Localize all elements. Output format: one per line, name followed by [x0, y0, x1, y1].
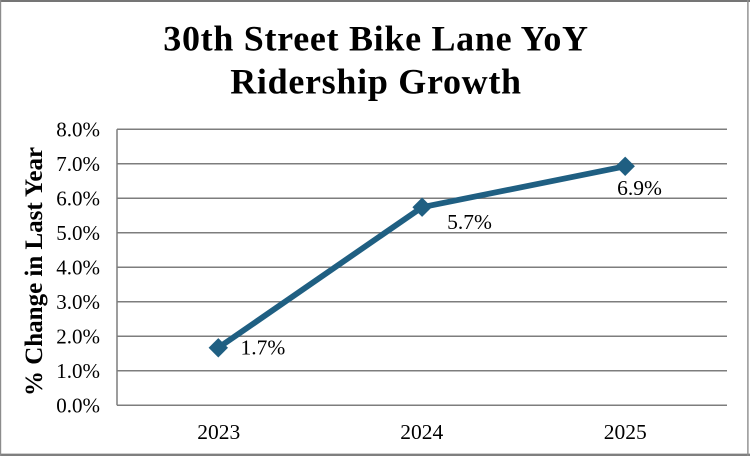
svg-text:2025: 2025	[604, 420, 647, 444]
svg-text:30th Street Bike Lane YoY: 30th Street Bike Lane YoY	[163, 19, 589, 59]
svg-text:2023: 2023	[197, 420, 240, 444]
svg-text:0.0%: 0.0%	[56, 393, 100, 417]
svg-text:4.0%: 4.0%	[56, 255, 100, 279]
svg-text:Ridership Growth: Ridership Growth	[230, 62, 522, 102]
svg-text:8.0%: 8.0%	[56, 117, 100, 141]
svg-text:6.9%: 6.9%	[617, 176, 662, 200]
svg-text:5.7%: 5.7%	[447, 210, 492, 234]
svg-text:2024: 2024	[400, 420, 443, 444]
svg-text:6.0%: 6.0%	[56, 186, 100, 210]
svg-text:5.0%: 5.0%	[56, 221, 100, 245]
svg-text:7.0%: 7.0%	[56, 152, 100, 176]
svg-text:3.0%: 3.0%	[56, 290, 100, 314]
svg-text:2.0%: 2.0%	[56, 324, 100, 348]
svg-text:% Change in Last Year: % Change in Last Year	[21, 147, 48, 396]
svg-text:1.7%: 1.7%	[241, 335, 286, 359]
svg-text:1.0%: 1.0%	[56, 359, 100, 383]
